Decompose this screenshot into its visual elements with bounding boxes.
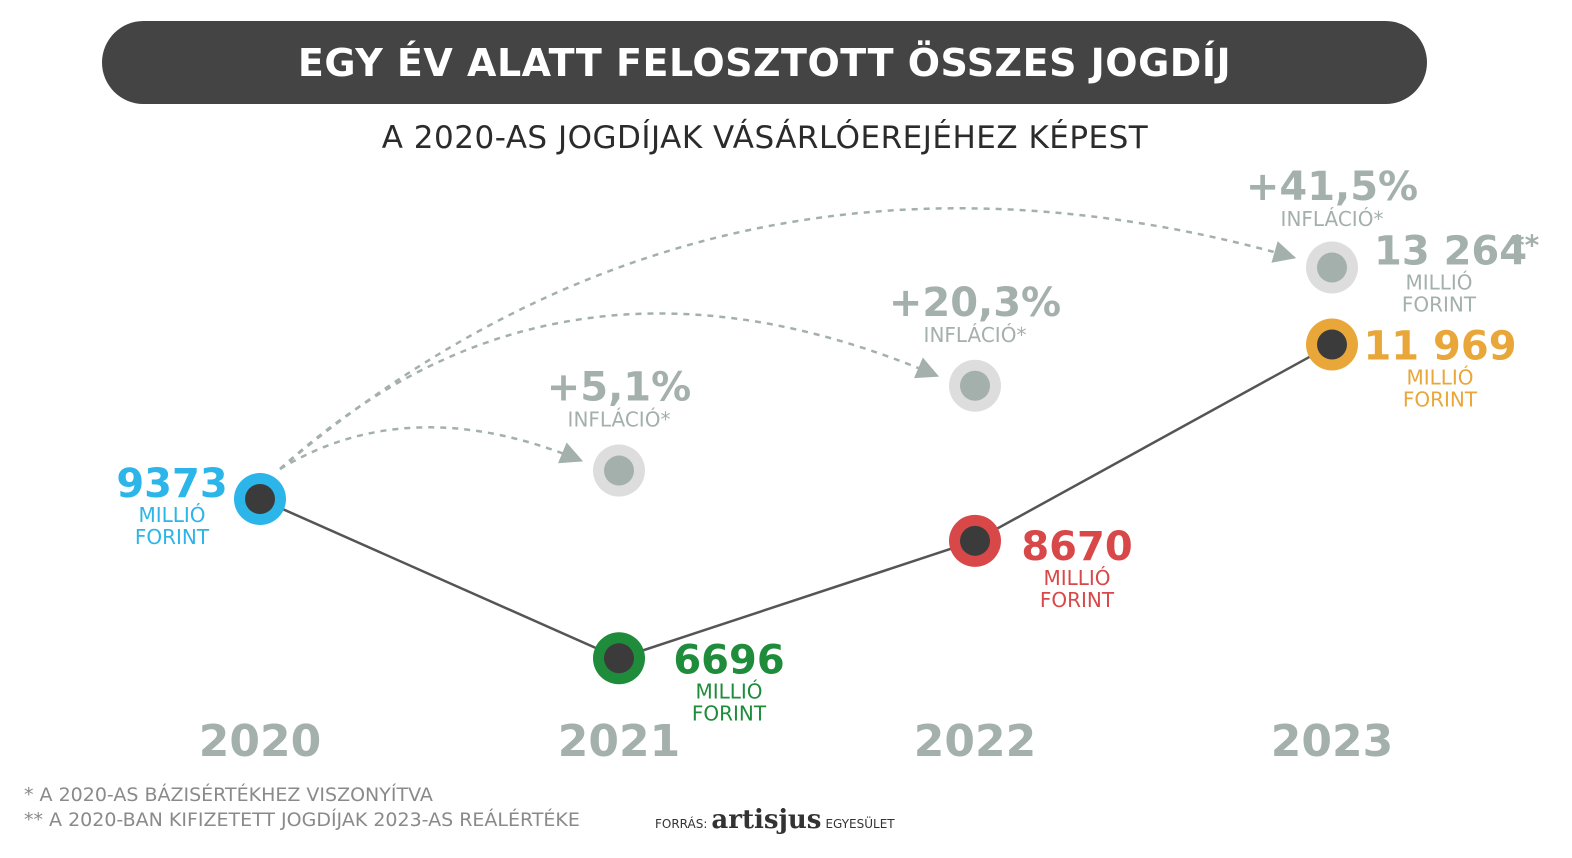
footnotes: * A 2020-AS BÁZISÉRTÉKHEZ VISZONYÍTVA **…	[24, 783, 580, 833]
source: FORRÁS: artisjus EGYESÜLET	[655, 805, 895, 835]
data-unit-1-2022: MILLIÓ	[1043, 566, 1110, 590]
inflation-point-2021	[604, 455, 634, 486]
data-unit-2-2023: FORINT	[1403, 388, 1478, 412]
inflation-caption-2022: INFLÁCIÓ*	[924, 323, 1027, 347]
data-unit-1-2023: MILLIÓ	[1406, 366, 1473, 390]
year-label-2020: 2020	[199, 716, 321, 767]
inflation-caption-2023: INFLÁCIÓ*	[1281, 207, 1384, 231]
inflation-unit-1-2023: MILLIÓ	[1405, 270, 1472, 294]
data-label-2021: 6696	[673, 637, 784, 683]
year-label-2023: 2023	[1271, 716, 1393, 767]
line-segment-2020	[259, 497, 620, 660]
line-segment-2021	[618, 539, 976, 660]
source-brand-logo: artisjus	[711, 805, 822, 835]
data-unit-2-2021: FORINT	[692, 701, 767, 725]
data-point-2022	[960, 525, 990, 556]
footnote-2: ** A 2020-BAN KIFIZETETT JOGDÍJAK 2023-A…	[24, 809, 580, 831]
inflation-caption-2021: INFLÁCIÓ*	[568, 408, 671, 432]
line-segment-2022	[974, 343, 1333, 542]
source-suffix: EGYESÜLET	[825, 817, 895, 831]
data-point-2020	[245, 484, 275, 514]
data-unit-2-2022: FORINT	[1040, 588, 1115, 612]
data-label-2022: 8670	[1021, 524, 1132, 570]
inflation-point-2022	[960, 370, 990, 401]
inflation-pct-2021: +5,1%	[547, 365, 691, 411]
inflation-value-suffix-2023: **	[1510, 228, 1540, 261]
subtitle: A 2020-AS JOGDÍJAK VÁSÁRLÓEREJÉHEZ KÉPES…	[381, 120, 1149, 156]
footnote-1: * A 2020-AS BÁZISÉRTÉKHEZ VISZONYÍTVA	[24, 784, 433, 806]
year-label-2021: 2021	[558, 716, 680, 767]
inflation-point-2023	[1317, 252, 1347, 283]
source-prefix: FORRÁS:	[655, 817, 708, 831]
page-title: EGY ÉV ALATT FELOSZTOTT ÖSSZES JOGDÍJ	[297, 40, 1232, 85]
data-label-2020: 9373	[116, 461, 227, 507]
data-unit-1-2020: MILLIÓ	[138, 503, 205, 527]
title-bar: EGY ÉV ALATT FELOSZTOTT ÖSSZES JOGDÍJ	[102, 21, 1427, 104]
data-point-2023	[1317, 329, 1347, 360]
year-label-2022: 2022	[914, 716, 1036, 767]
inflation-unit-2-2023: FORINT	[1402, 292, 1477, 316]
data-label-2023: 11 969	[1363, 324, 1516, 370]
inflation-pct-2022: +20,3%	[889, 280, 1061, 326]
inflation-pct-2023: +41,5%	[1246, 164, 1418, 210]
data-unit-2-2020: FORINT	[135, 525, 210, 549]
inflation-arc-2021	[279, 426, 584, 471]
inflation-value-2023: 13 264	[1374, 228, 1527, 274]
data-unit-1-2021: MILLIÓ	[695, 679, 762, 703]
inflation-arc-2023	[279, 207, 1297, 470]
data-point-2021	[604, 643, 634, 674]
